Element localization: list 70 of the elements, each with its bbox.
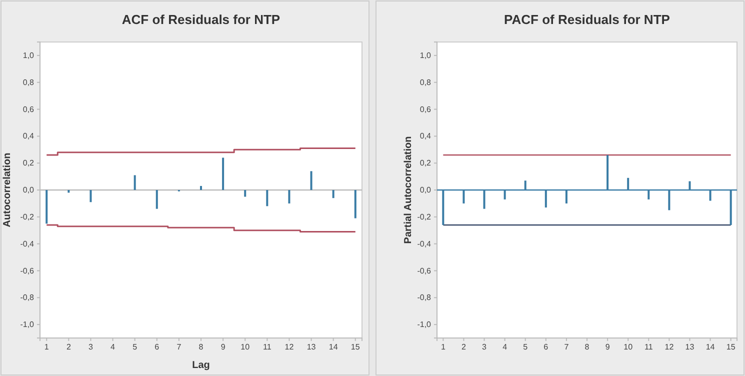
- y-axis-title: Autocorrelation: [2, 152, 13, 228]
- x-tick-label: 4: [110, 342, 116, 352]
- x-tick-label: 14: [328, 342, 338, 352]
- y-tick-label: 0,6: [22, 104, 35, 114]
- x-tick-label: 9: [220, 342, 226, 352]
- x-tick-label: 2: [66, 342, 72, 352]
- x-tick-label: 1: [440, 342, 446, 352]
- x-tick-label: 13: [306, 342, 316, 352]
- bar: [266, 190, 268, 206]
- x-tick-label: 7: [564, 342, 570, 352]
- bar: [310, 171, 312, 190]
- x-tick-label: 6: [154, 342, 160, 352]
- y-tick-label: -0,6: [20, 266, 35, 276]
- y-tick-label: -0,6: [417, 266, 432, 276]
- bar: [46, 190, 48, 224]
- y-tick-label: 0,4: [22, 132, 35, 141]
- y-tick-label: 0,6: [420, 104, 432, 114]
- x-axis-title: Lag: [192, 360, 210, 371]
- x-tick-label: 13: [685, 342, 695, 352]
- x-tick-label: 10: [240, 342, 250, 352]
- x-tick-label: 7: [176, 342, 182, 352]
- y-tick-label: 0,0: [420, 186, 432, 195]
- y-tick-label: -1,0: [417, 320, 432, 330]
- y-tick-label: 0,4: [420, 132, 432, 141]
- y-tick-label: 0,8: [22, 78, 35, 87]
- bar: [354, 190, 356, 218]
- x-tick-label: 8: [584, 342, 590, 352]
- x-tick-label: 14: [706, 342, 716, 352]
- x-tick-label: 15: [726, 342, 736, 352]
- x-tick-label: 12: [664, 342, 674, 352]
- bar: [200, 186, 202, 190]
- x-tick-label: 5: [523, 342, 528, 352]
- x-tick-label: 12: [284, 342, 294, 352]
- x-tick-label: 15: [350, 342, 360, 352]
- x-tick-label: 10: [624, 342, 634, 352]
- x-tick-label: 8: [198, 342, 204, 352]
- x-tick-label: 3: [482, 342, 488, 352]
- x-tick-label: 9: [605, 342, 610, 352]
- y-tick-label: 1,0: [22, 51, 35, 60]
- bar: [244, 190, 246, 197]
- bar: [332, 190, 334, 198]
- x-tick-label: 1: [44, 342, 50, 352]
- y-tick-label: -0,2: [20, 212, 35, 222]
- x-tick-label: 11: [263, 342, 272, 352]
- x-tick-label: 2: [461, 342, 466, 352]
- bar: [156, 190, 158, 209]
- x-tick-label: 6: [544, 342, 549, 352]
- chart-title: ACF of Residuals for NTP: [122, 12, 280, 27]
- x-tick-label: 4: [502, 342, 508, 352]
- y-tick-label: 1,0: [420, 51, 432, 60]
- x-tick-label: 11: [644, 342, 654, 352]
- bar: [288, 190, 290, 204]
- y-axis-title: Partial Autocorrelation: [403, 136, 414, 244]
- y-tick-label: 0,8: [420, 78, 432, 87]
- y-tick-label: -0,4: [20, 239, 35, 248]
- x-tick-label: 3: [88, 342, 94, 352]
- bar: [90, 190, 92, 202]
- y-tick-label: 0,0: [22, 186, 35, 195]
- y-tick-label: -1,0: [20, 320, 35, 330]
- chart-title: PACF of Residuals for NTP: [504, 12, 670, 27]
- y-tick-label: 0,2: [420, 158, 432, 168]
- bar: [68, 190, 70, 193]
- y-tick-label: -0,2: [417, 212, 432, 222]
- y-tick-label: 0,2: [22, 158, 35, 168]
- y-tick-label: -0,8: [20, 293, 35, 302]
- y-tick-label: -0,4: [417, 239, 432, 248]
- bar: [222, 158, 224, 190]
- y-tick-label: -0,8: [417, 293, 432, 302]
- x-tick-label: 5: [132, 342, 138, 352]
- bar: [134, 175, 136, 190]
